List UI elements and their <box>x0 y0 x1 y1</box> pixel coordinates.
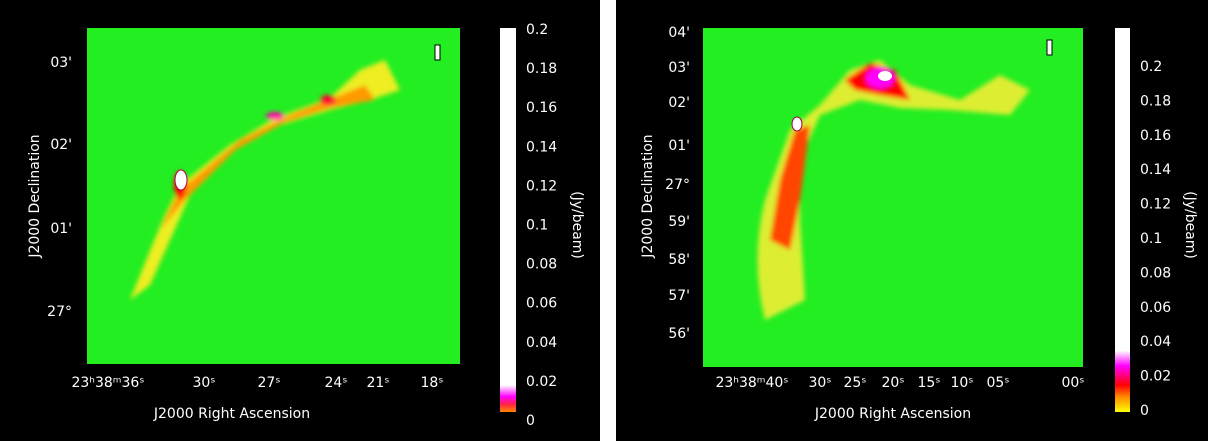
x-tick-label: 21ˢ <box>366 375 389 391</box>
image <box>87 28 460 364</box>
colorbar-tick-label: 0.18 <box>1140 93 1171 109</box>
colorbar-tick-label: 0.06 <box>1140 300 1171 316</box>
x-axis-title: J2000 Right Ascension <box>153 406 310 422</box>
x-tick-label: 30ˢ <box>192 375 215 391</box>
y-tick-label: 02' <box>50 137 72 153</box>
y-tick-label: 01' <box>50 221 72 237</box>
y-axis-title: J2000 Declination <box>27 134 43 258</box>
colorbar-tick-label: 0 <box>526 413 535 429</box>
colorbar-tick-label: 0.12 <box>1140 197 1171 213</box>
core <box>791 116 803 132</box>
x-tick-label: 15ˢ <box>917 375 940 391</box>
y-tick-label: 27° <box>665 177 690 193</box>
colorbar-tick-label: 0.04 <box>526 335 557 351</box>
core <box>174 169 188 191</box>
colorbar-tick-label: 0.1 <box>1140 231 1162 247</box>
beam <box>1046 39 1053 56</box>
colorbar-tick-label: 0.18 <box>526 61 557 77</box>
x-tick-label: 00ˢ <box>1061 375 1084 391</box>
colorbar <box>1115 28 1130 412</box>
y-tick-label: 01' <box>668 138 690 154</box>
x-tick-label: 20ˢ <box>881 375 904 391</box>
x-axis-title: J2000 Right Ascension <box>814 406 971 422</box>
y-tick-label: 27° <box>47 304 72 320</box>
colorbar <box>500 28 516 412</box>
y-tick-label: 56' <box>668 326 690 342</box>
colorbar-tick-label: 0.14 <box>526 139 557 155</box>
y-tick-label: 03' <box>668 60 690 76</box>
colorbar-tick-label: 0.08 <box>526 257 557 273</box>
y-tick-label: 57' <box>668 288 690 304</box>
y-tick-label: 04' <box>668 25 690 41</box>
colorbar-tick-label: 0.12 <box>526 178 557 194</box>
colorbar-tick-label: 0.08 <box>1140 265 1171 281</box>
core <box>878 71 892 81</box>
colorbar-tick-label: 0 <box>1140 403 1149 419</box>
y-tick-label: 59' <box>668 214 690 230</box>
x-tick-label: 27ˢ <box>257 375 280 391</box>
colorbar-tick-label: 0.16 <box>1140 128 1171 144</box>
x-tick-label: 24ˢ <box>324 375 347 391</box>
colorbar-title: (Jy/beam) <box>569 191 585 259</box>
x-tick-label: 25ˢ <box>843 375 866 391</box>
colorbar-tick-label: 0.02 <box>526 374 557 390</box>
colorbar-tick-label: 0.06 <box>526 296 557 312</box>
x-tick-label: 30ˢ <box>808 375 831 391</box>
x-tick-label: 23ʰ38ᵐ36ˢ <box>71 375 144 391</box>
beam <box>434 44 441 61</box>
colorbar-tick-label: 0.1 <box>526 218 548 234</box>
x-tick-label: 10ˢ <box>950 375 973 391</box>
colorbar-tick-label: 0.14 <box>1140 162 1171 178</box>
x-tick-label: 05ˢ <box>986 375 1009 391</box>
y-tick-label: 02' <box>668 95 690 111</box>
colorbar-tick-label: 0.2 <box>526 22 548 38</box>
colorbar-tick-label: 0.02 <box>1140 369 1171 385</box>
x-tick-label: 23ʰ38ᵐ40ˢ <box>715 375 788 391</box>
y-tick-label: 03' <box>50 55 72 71</box>
colorbar-tick-label: 0.16 <box>526 100 557 116</box>
colorbar-title: (Jy/beam) <box>1182 191 1198 259</box>
colorbar-tick-label: 0.2 <box>1140 59 1162 75</box>
y-tick-label: 58' <box>668 252 690 268</box>
y-axis-title: J2000 Declination <box>640 134 656 258</box>
colorbar-tick-label: 0.04 <box>1140 334 1171 350</box>
x-tick-label: 18ˢ <box>420 375 443 391</box>
